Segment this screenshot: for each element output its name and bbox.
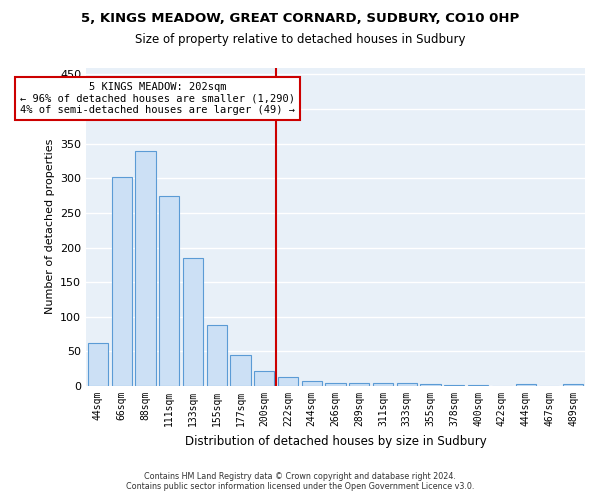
- Bar: [349, 382, 370, 386]
- Bar: [183, 258, 203, 386]
- Bar: [254, 371, 274, 386]
- Bar: [159, 196, 179, 386]
- Bar: [325, 382, 346, 386]
- Bar: [515, 384, 536, 386]
- Bar: [421, 384, 440, 386]
- Text: 5 KINGS MEADOW: 202sqm
← 96% of detached houses are smaller (1,290)
4% of semi-d: 5 KINGS MEADOW: 202sqm ← 96% of detached…: [20, 82, 295, 116]
- Bar: [206, 325, 227, 386]
- Bar: [397, 384, 417, 386]
- Text: 5, KINGS MEADOW, GREAT CORNARD, SUDBURY, CO10 0HP: 5, KINGS MEADOW, GREAT CORNARD, SUDBURY,…: [81, 12, 519, 26]
- Text: Contains HM Land Registry data © Crown copyright and database right 2024.
Contai: Contains HM Land Registry data © Crown c…: [126, 472, 474, 491]
- Bar: [302, 380, 322, 386]
- Bar: [136, 150, 155, 386]
- Bar: [112, 177, 132, 386]
- Y-axis label: Number of detached properties: Number of detached properties: [44, 139, 55, 314]
- Bar: [230, 355, 251, 386]
- Bar: [563, 384, 583, 386]
- Bar: [444, 384, 464, 386]
- Bar: [88, 343, 108, 386]
- X-axis label: Distribution of detached houses by size in Sudbury: Distribution of detached houses by size …: [185, 434, 487, 448]
- Bar: [278, 377, 298, 386]
- Bar: [373, 382, 393, 386]
- Text: Size of property relative to detached houses in Sudbury: Size of property relative to detached ho…: [135, 32, 465, 46]
